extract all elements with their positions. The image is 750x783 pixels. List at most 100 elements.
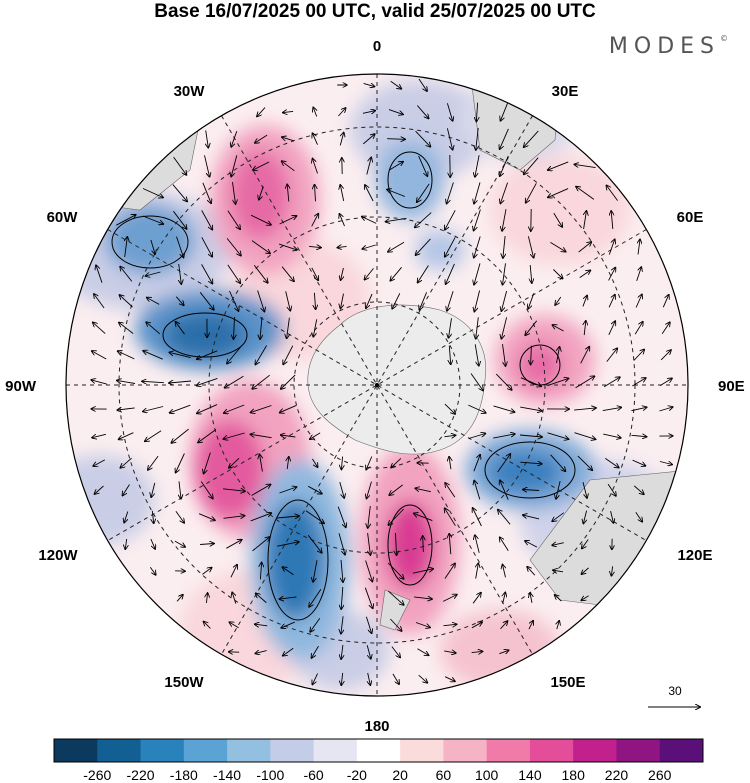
wind-vector bbox=[255, 134, 268, 143]
wind-vector bbox=[502, 344, 506, 366]
wind-vector bbox=[396, 532, 397, 555]
wind-vector bbox=[445, 237, 456, 256]
wind-vector bbox=[253, 161, 270, 170]
svg-text:30: 30 bbox=[668, 684, 682, 698]
wind-vector bbox=[442, 595, 457, 602]
wind-vector bbox=[279, 216, 297, 225]
wind-vector bbox=[366, 645, 371, 659]
wind-vector bbox=[341, 559, 343, 582]
colorbar-tick-label: -180 bbox=[170, 767, 198, 783]
wind-vector bbox=[474, 236, 481, 258]
wind-vector bbox=[476, 563, 479, 579]
wind-vector bbox=[362, 217, 377, 224]
wind-vector bbox=[470, 373, 483, 391]
wind-vector bbox=[281, 621, 295, 628]
colorbar-swatch bbox=[313, 739, 358, 762]
wind-vector bbox=[230, 565, 237, 578]
wind-vector bbox=[608, 239, 614, 255]
wind-vector bbox=[142, 188, 163, 198]
wind-vector bbox=[251, 485, 271, 496]
wind-vector bbox=[449, 534, 451, 555]
wind-vector bbox=[474, 182, 481, 203]
wind-vector bbox=[555, 296, 562, 305]
wind-vector bbox=[259, 186, 264, 199]
wind-vector bbox=[93, 459, 106, 466]
wind-vector bbox=[340, 185, 345, 202]
wind-vector bbox=[530, 265, 532, 283]
wind-vector bbox=[388, 508, 404, 525]
wind-vector bbox=[497, 454, 511, 473]
wind-vector bbox=[524, 130, 539, 147]
wind-vector bbox=[388, 162, 403, 171]
wind-vector bbox=[603, 433, 621, 438]
wind-vector bbox=[366, 456, 373, 470]
wind-vector bbox=[389, 484, 403, 495]
wind-vector bbox=[447, 291, 454, 311]
wind-vector bbox=[444, 651, 456, 653]
wind-vector bbox=[548, 188, 569, 198]
wind-vector bbox=[197, 404, 218, 414]
wind-vector bbox=[415, 212, 432, 228]
wind-vector bbox=[547, 432, 569, 439]
wind-vector bbox=[528, 621, 533, 630]
wind-vector bbox=[282, 161, 295, 172]
wind-vector bbox=[468, 404, 485, 413]
wind-vector bbox=[412, 569, 433, 574]
wind-vector bbox=[206, 130, 209, 147]
wind-vector bbox=[311, 267, 318, 280]
wind-vector bbox=[312, 673, 319, 685]
wind-vector bbox=[309, 588, 322, 607]
wind-vector bbox=[415, 130, 431, 147]
wind-vector bbox=[260, 316, 262, 339]
wind-vector bbox=[550, 242, 565, 251]
wind-vector bbox=[310, 617, 321, 632]
wind-vector bbox=[606, 185, 618, 201]
wind-vector bbox=[224, 404, 245, 413]
wind-vector bbox=[611, 211, 613, 229]
modes-logo: MODES© bbox=[608, 34, 728, 59]
wind-vector bbox=[387, 562, 403, 579]
wind-vector bbox=[279, 487, 297, 494]
wind-vector bbox=[250, 214, 271, 225]
wind-vector bbox=[501, 290, 508, 311]
wind-vectors bbox=[91, 78, 672, 685]
wind-vector bbox=[175, 296, 183, 306]
wind-vector bbox=[96, 265, 103, 283]
wind-vector bbox=[120, 457, 132, 468]
wind-vector bbox=[368, 533, 371, 555]
wind-vector bbox=[92, 351, 107, 360]
wind-vector bbox=[250, 513, 272, 522]
wind-vector bbox=[149, 566, 155, 575]
wind-vector bbox=[363, 134, 374, 145]
wind-vector bbox=[280, 597, 297, 599]
wind-vector bbox=[416, 238, 431, 255]
wind-vector bbox=[574, 432, 596, 440]
wind-vector bbox=[313, 560, 318, 582]
wind-vector bbox=[281, 435, 296, 437]
wind-vector bbox=[307, 535, 321, 552]
wind-vector bbox=[582, 296, 587, 307]
wind-vector bbox=[276, 516, 299, 518]
wind-vector bbox=[659, 378, 672, 386]
wind-vector bbox=[556, 481, 561, 499]
wind-vector bbox=[631, 435, 647, 436]
wind-vector bbox=[607, 483, 616, 496]
wind-vector bbox=[313, 159, 318, 174]
wind-vector bbox=[143, 351, 163, 360]
wind-vector bbox=[476, 317, 479, 338]
wind-vector bbox=[584, 321, 586, 336]
wind-vector bbox=[337, 246, 347, 247]
colorbar-tick-label: 220 bbox=[605, 767, 629, 783]
lon-label-150w: 150W bbox=[164, 674, 204, 691]
wind-vector bbox=[281, 266, 294, 282]
wind-vector bbox=[146, 322, 161, 335]
wind-vector bbox=[527, 236, 533, 257]
wind-vector bbox=[125, 538, 126, 549]
wind-vector bbox=[260, 455, 263, 472]
wind-vector bbox=[232, 592, 237, 604]
wind-vector bbox=[557, 347, 560, 364]
wind-vector bbox=[468, 434, 486, 439]
wind-vector bbox=[201, 237, 212, 256]
lon-label-150e: 150E bbox=[550, 674, 585, 691]
wind-vector bbox=[307, 485, 322, 493]
